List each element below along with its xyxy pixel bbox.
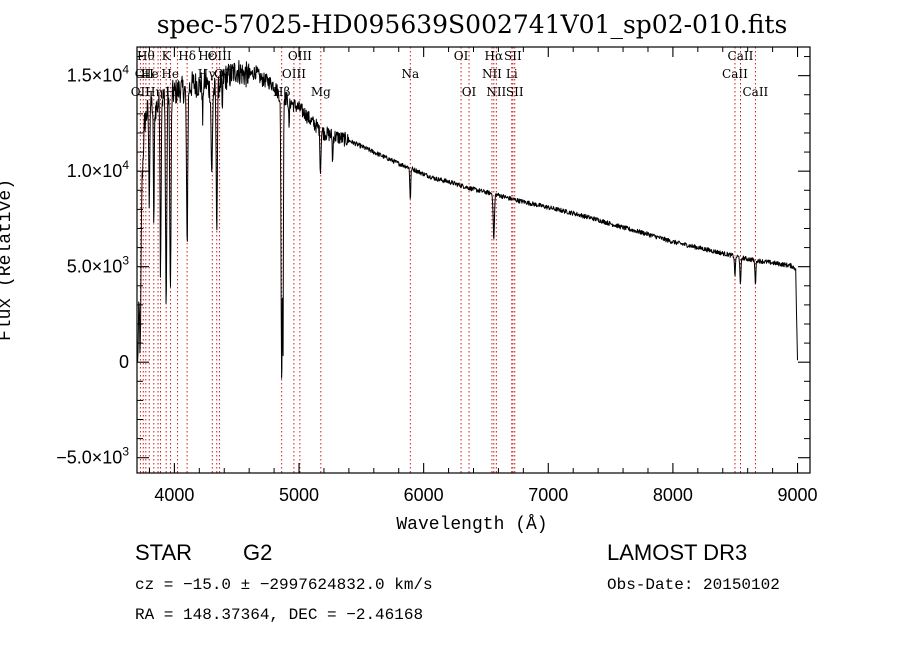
x-tick-label: 8000: [653, 485, 693, 505]
line-label: CaII: [728, 49, 754, 63]
line-label: SII: [504, 49, 522, 63]
line-label: Mg: [311, 85, 331, 99]
line-label: NII: [486, 85, 506, 99]
object-class: STAR: [135, 540, 192, 565]
line-label: SII: [506, 85, 524, 99]
y-tick-label: 0: [119, 352, 129, 372]
line-label: Hη: [145, 85, 163, 99]
y-tick-label: 1.5×104: [67, 63, 130, 86]
y-tick-label: 1.0×104: [67, 158, 130, 181]
x-axis-label: Wavelength (Å): [396, 514, 547, 535]
line-marker-layer: [139, 47, 756, 473]
line-label: Li: [506, 67, 518, 81]
line-label: Hα: [485, 49, 504, 63]
line-label: OIII: [208, 49, 232, 63]
line-label: OIII: [288, 49, 312, 63]
line-label: CaII: [742, 85, 768, 99]
line-label: K: [162, 49, 172, 63]
chart-title: spec-57025-HD095639S002741V01_sp02-010.f…: [157, 10, 788, 39]
line-label: Na: [401, 67, 419, 81]
line-label: CaII: [722, 67, 748, 81]
line-label: He: [141, 67, 159, 81]
y-axis: −5.0×103 0 5.0×103 1.0×104 1.5×104: [56, 56, 810, 468]
line-label: OII: [135, 67, 155, 81]
line-label: Hε: [198, 49, 215, 63]
line-label: OI: [454, 49, 469, 63]
x-tick-label: 7000: [528, 485, 568, 505]
redshift-line: cz = −15.0 ± −2997624832.0 km/s: [135, 576, 433, 594]
line-label: OI: [462, 85, 477, 99]
x-tick-label: 4000: [154, 485, 194, 505]
survey-name: LAMOST DR3: [607, 540, 747, 565]
object-subclass: G2: [243, 540, 272, 565]
line-label: OIII: [282, 67, 306, 81]
x-tick-label: 5000: [279, 485, 319, 505]
line-label: He: [161, 67, 179, 81]
spectrum-line: [137, 60, 798, 379]
line-label: Hδ: [178, 49, 196, 63]
obs-date: Obs-Date: 20150102: [607, 576, 780, 594]
line-label: Hθ: [137, 49, 155, 63]
x-axis: 4000 5000 6000 7000 8000 9000: [148, 47, 818, 505]
line-label: H: [165, 85, 175, 99]
line-label: NII: [482, 67, 502, 81]
line-label: Hγ: [198, 67, 216, 81]
plot-frame: [136, 46, 811, 474]
x-tick-label: 9000: [778, 485, 818, 505]
line-label: OII: [131, 85, 151, 99]
coordinates-line: RA = 148.37364, DEC = −2.46168: [135, 606, 423, 624]
y-tick-label: −5.0×103: [56, 445, 129, 468]
y-tick-label: 5.0×103: [67, 254, 130, 277]
y-axis-label: Flux (Relative): [0, 179, 16, 341]
x-tick-label: 6000: [404, 485, 444, 505]
